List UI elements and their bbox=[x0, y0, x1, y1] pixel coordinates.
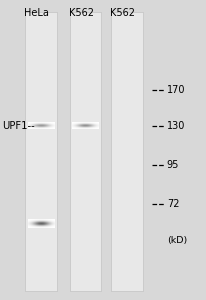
Bar bbox=[111, 12, 143, 291]
Text: 130: 130 bbox=[167, 121, 185, 131]
Text: HeLa: HeLa bbox=[24, 8, 48, 17]
Text: UPF1--: UPF1-- bbox=[2, 121, 35, 131]
Bar bbox=[25, 12, 57, 291]
Text: 95: 95 bbox=[167, 160, 179, 170]
Text: 170: 170 bbox=[167, 85, 185, 95]
Bar bbox=[69, 12, 101, 291]
Text: (kD): (kD) bbox=[167, 236, 187, 244]
Text: 72: 72 bbox=[167, 199, 179, 209]
Text: K562: K562 bbox=[69, 8, 94, 17]
Text: K562: K562 bbox=[110, 8, 135, 17]
